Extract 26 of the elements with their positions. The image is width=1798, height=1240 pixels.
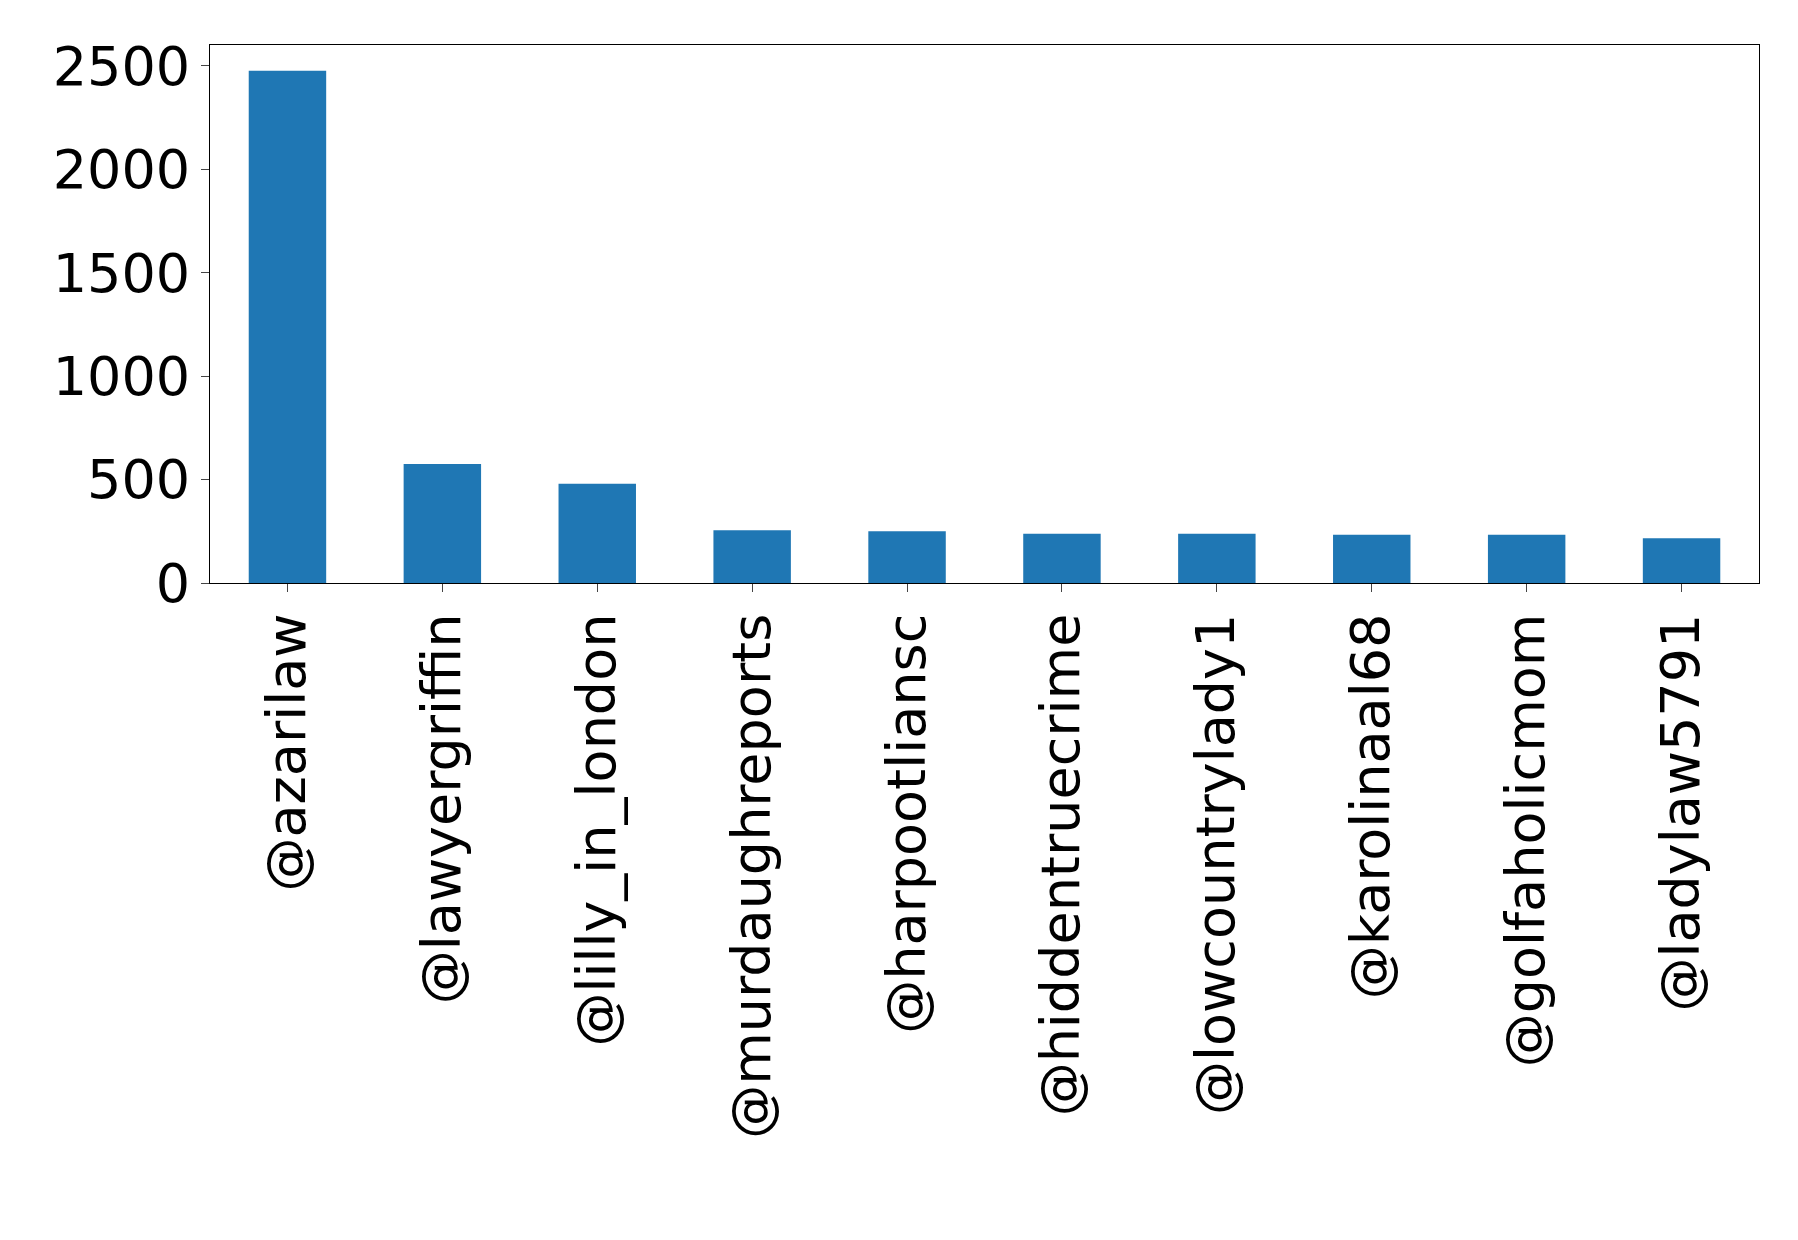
- y-tick-label: 0: [155, 551, 191, 615]
- x-tick-label: @murdaughreports: [719, 613, 783, 1139]
- bar: [1642, 538, 1721, 583]
- x-tick-label: @karolinaal68: [1339, 613, 1403, 1000]
- bar: [1333, 534, 1411, 583]
- bar: [868, 531, 946, 583]
- y-tick-label: 2000: [52, 138, 191, 202]
- y-tick-label: 2500: [52, 34, 191, 98]
- bar: [713, 530, 791, 583]
- x-tick-label: @lilly_in_london: [564, 613, 628, 1047]
- bar: [403, 464, 482, 583]
- bar: [1023, 533, 1101, 583]
- x-tick-label: @ladylaw5791: [1649, 613, 1713, 1012]
- x-tick-label: @harpootliansc: [874, 613, 938, 1034]
- x-tick-label: @azarilaw: [255, 613, 318, 892]
- y-tick-label: 1000: [52, 344, 191, 408]
- bar: [558, 483, 636, 583]
- x-tick-label: @lowcountrylady1: [1184, 613, 1248, 1116]
- x-tick-label: @golfaholicmom: [1494, 613, 1558, 1068]
- y-tick-label: 1500: [52, 241, 191, 305]
- x-tick-label: @hiddentruecrime: [1029, 613, 1093, 1117]
- x-tick-label: @lawyergriffin: [409, 613, 473, 1005]
- y-tick-label: 500: [87, 448, 191, 512]
- bar: [1178, 533, 1256, 583]
- bar: [1487, 534, 1566, 583]
- bar: [248, 70, 327, 583]
